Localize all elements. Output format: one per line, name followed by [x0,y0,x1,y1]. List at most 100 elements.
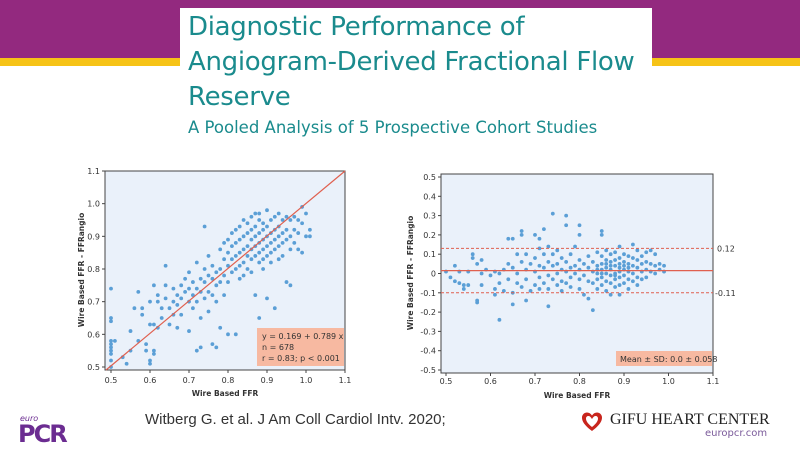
data-point [595,277,600,282]
data-point [253,211,258,216]
data-point [265,254,269,258]
data-point [155,293,160,298]
data-point [288,218,293,222]
data-point [564,281,569,286]
x-axis-label: Wire Based FFR [544,391,611,400]
data-point [280,240,285,245]
data-point [550,263,555,268]
data-point [568,285,573,289]
data-point [257,260,262,265]
stats-line-n: n = 678 [262,343,294,352]
data-point [524,252,528,257]
data-point [214,283,219,288]
data-point [167,306,172,311]
data-point [608,281,613,286]
data-point [479,258,484,262]
data-point [194,286,199,291]
data-point [206,254,211,258]
data-point [550,277,555,282]
data-point [613,277,617,282]
data-point [175,325,180,330]
data-point [488,273,493,278]
data-point [187,286,191,291]
data-point [475,300,480,305]
data-point [249,270,254,275]
y-tick-label: 0.7 [87,298,100,307]
data-point [276,257,281,262]
identity-line [105,170,346,371]
data-point [218,247,223,252]
data-point [257,316,262,320]
data-point [644,275,649,280]
data-point [148,299,152,304]
data-point [542,252,546,257]
data-point [288,247,293,252]
data-point [187,270,191,275]
data-point [304,234,308,239]
data-point [179,283,184,288]
x-tick-label: 0.6 [484,377,497,386]
data-point [515,271,520,276]
data-point [599,233,604,237]
data-point [265,244,269,249]
data-point [537,275,542,280]
stats-box [616,351,712,366]
data-point [152,283,156,288]
data-point [639,277,644,282]
x-tick-label: 0.5 [440,377,453,386]
logo-pcr-text: PCR [18,420,68,448]
data-point [163,263,168,268]
citation: Witberg G. et al. J Am Coll Cardiol Intv… [145,411,446,428]
data-point [202,296,207,301]
data-point [631,279,635,284]
data-point [595,250,600,255]
data-point [226,280,230,284]
data-point [608,273,613,278]
data-point [171,286,176,291]
data-point [448,275,453,280]
data-point [595,263,600,268]
y-axis-label: Wire Based FFR - FFRangio [77,213,86,327]
data-point [493,292,497,297]
data-point [136,289,141,294]
data-point [626,287,631,291]
data-point [453,263,457,268]
data-point [269,260,273,265]
data-point [109,348,113,353]
data-point [497,281,502,286]
data-point [533,283,537,287]
data-point [515,281,520,286]
data-point [617,265,622,270]
data-point [617,283,622,287]
data-point [639,261,644,266]
data-point [210,263,215,268]
data-point [109,352,113,356]
data-point [245,267,250,271]
data-point [233,227,238,232]
data-point [635,258,640,262]
x-tick-label: 0.9 [261,376,274,385]
data-point [635,275,640,280]
data-point [590,260,595,264]
data-point [599,261,604,266]
data-point [617,292,622,297]
data-point [648,261,653,266]
data-point [280,218,285,222]
data-point [617,256,622,260]
data-point [144,342,149,347]
data-point [183,276,188,281]
data-point [230,257,234,262]
data-point [497,271,502,276]
data-point [582,261,586,266]
data-point [249,237,254,242]
data-point [183,289,188,294]
data-point [537,287,542,291]
data-point [515,252,520,257]
data-point [555,261,560,266]
data-point [241,260,246,265]
x-tick-label: 1.0 [300,376,313,385]
data-point [635,248,640,253]
bland-altman-chart: 0.12 -0.11 0.5 0.6 0.7 0.8 0.9 1.0 1.1 0.50.40… [406,173,736,400]
data-point [187,329,191,333]
data-point [466,283,471,287]
